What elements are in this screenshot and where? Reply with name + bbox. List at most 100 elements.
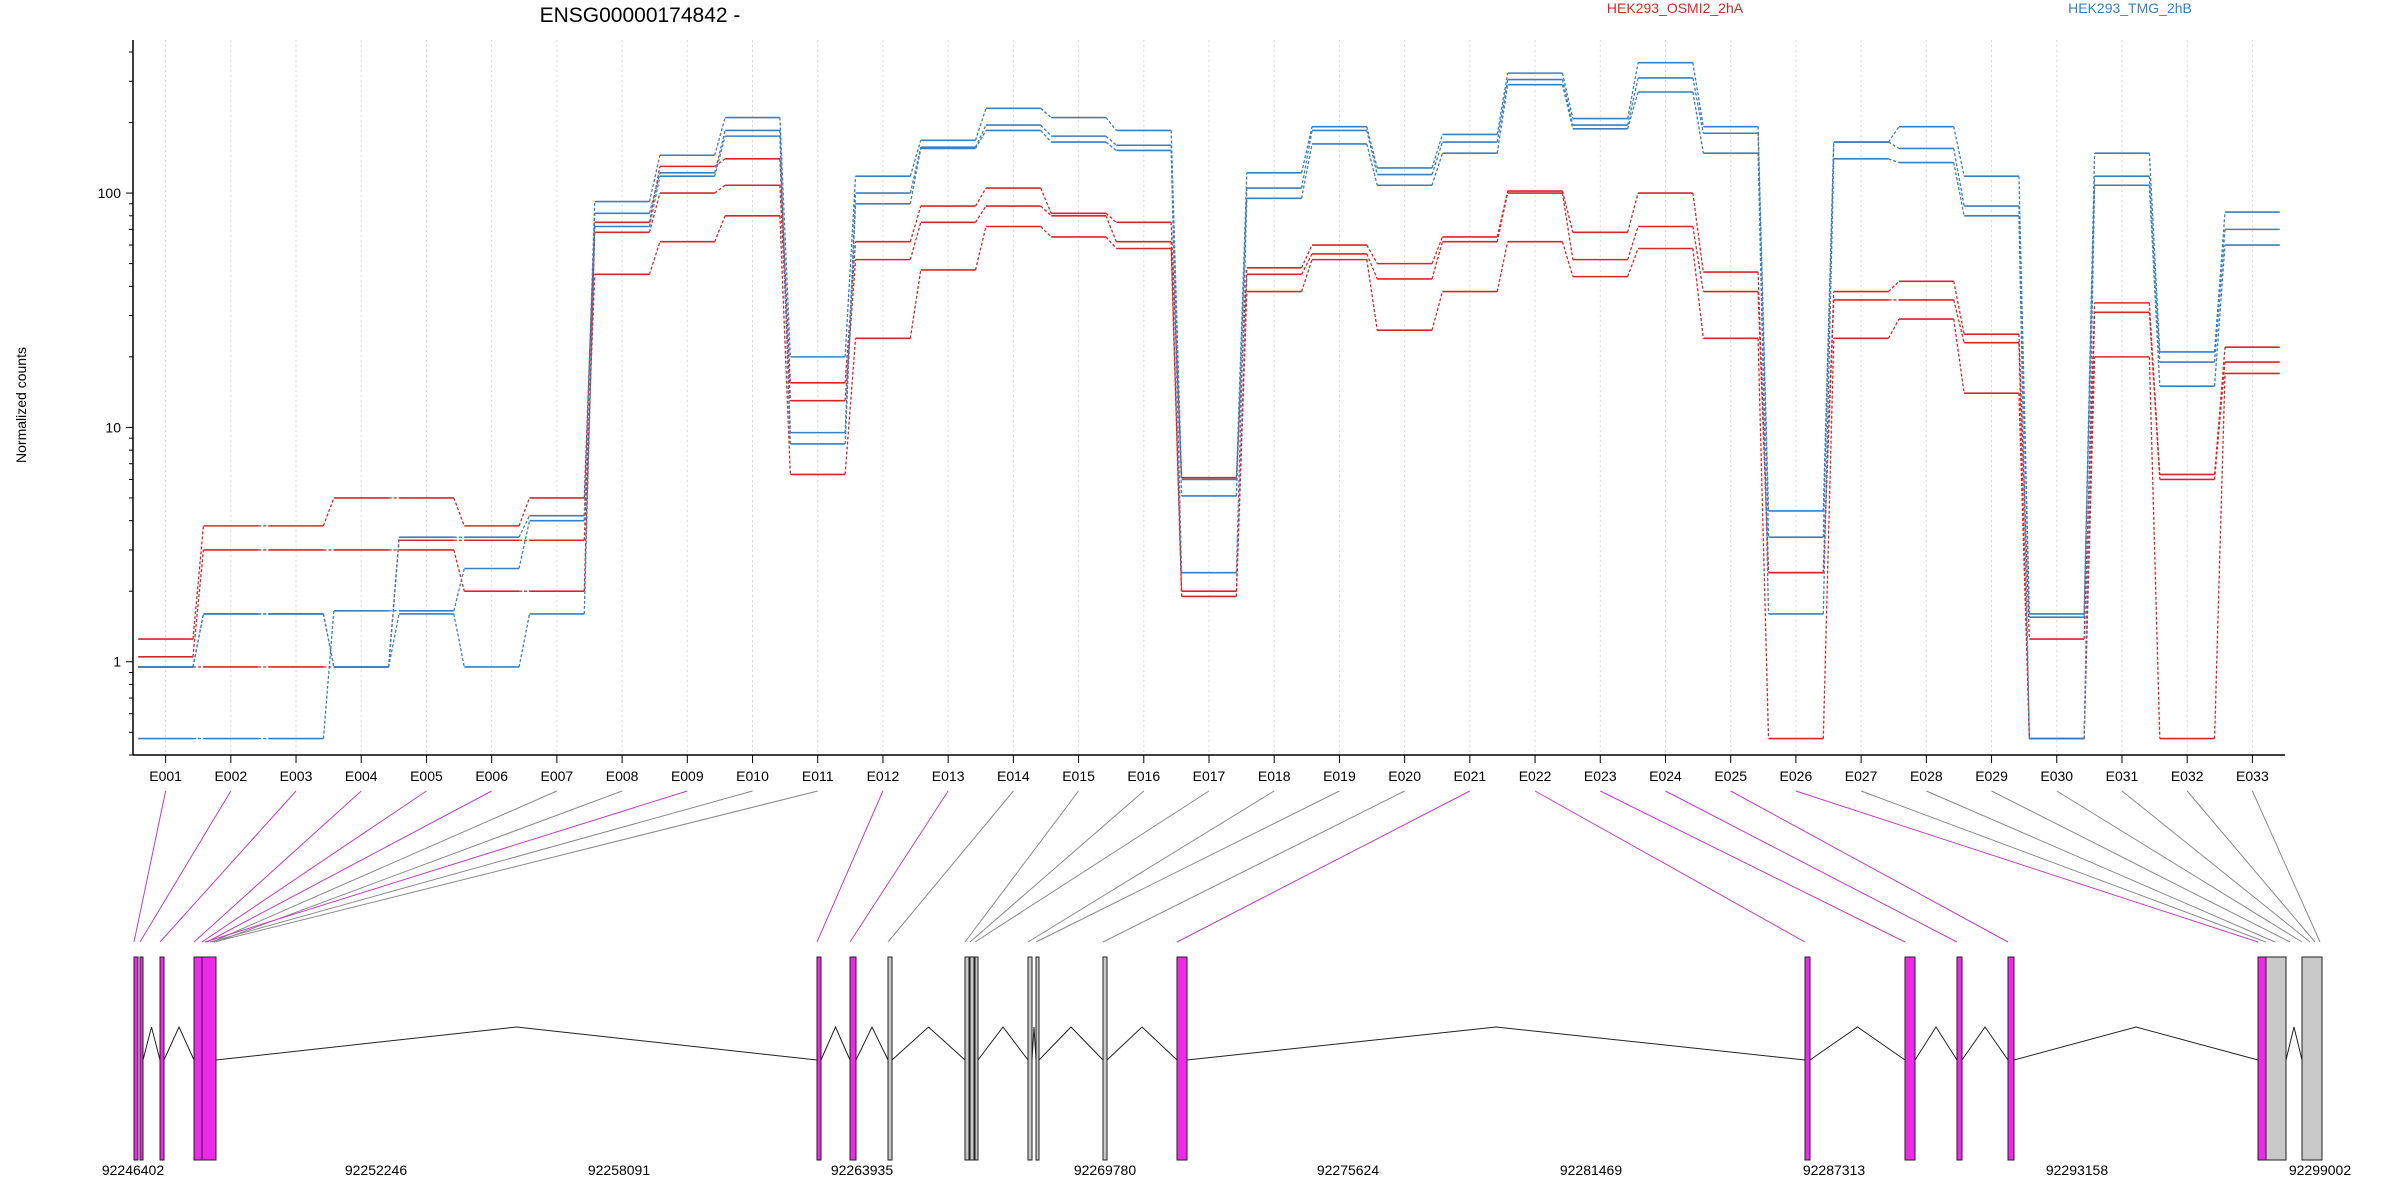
exon-link bbox=[2186, 790, 2316, 943]
series-connector bbox=[1822, 142, 1835, 538]
series-connector bbox=[2148, 356, 2161, 739]
x-tick-label: E002 bbox=[214, 768, 247, 784]
exon-link bbox=[969, 790, 1145, 943]
series-4 bbox=[138, 77, 2280, 740]
x-tick-label: E030 bbox=[2040, 768, 2073, 784]
legend-condition-b: HEK293_TMG_2hB bbox=[2068, 0, 2192, 16]
series-connector bbox=[1235, 198, 1248, 573]
series-connector bbox=[779, 215, 791, 475]
series-connector bbox=[1953, 148, 1965, 207]
series-connector bbox=[1105, 236, 1117, 249]
exon-link bbox=[849, 790, 949, 943]
x-tick-label: E009 bbox=[671, 768, 704, 784]
series-connector bbox=[909, 140, 922, 177]
series-connector bbox=[2018, 176, 2031, 614]
series-connector bbox=[2083, 356, 2096, 739]
series-connector bbox=[2213, 373, 2226, 739]
series-connector bbox=[1627, 226, 1639, 260]
series-connector bbox=[1366, 130, 1378, 175]
genomic-coordinate-label: 92263935 bbox=[831, 1162, 894, 1178]
series-connector bbox=[2148, 312, 2161, 480]
x-tick-label: E013 bbox=[932, 768, 965, 784]
intron bbox=[1914, 1026, 1958, 1061]
series-connector bbox=[1953, 299, 1965, 343]
series-connector bbox=[1757, 153, 1770, 614]
series-connector bbox=[1040, 107, 1052, 119]
x-tick-label: E007 bbox=[541, 768, 574, 784]
exon-block bbox=[2257, 956, 2267, 1161]
series-connector bbox=[453, 568, 465, 611]
series-connector bbox=[1366, 259, 1378, 331]
x-tick-label: E029 bbox=[1975, 768, 2008, 784]
series-connector bbox=[322, 610, 335, 739]
series-5 bbox=[138, 83, 2280, 740]
series-connector bbox=[387, 537, 400, 668]
exon-link bbox=[1926, 790, 2276, 943]
y-tick-label: 100 bbox=[98, 185, 122, 201]
exon-link bbox=[887, 790, 1014, 943]
series-connector bbox=[714, 184, 726, 194]
series-connector bbox=[2083, 185, 2096, 739]
series-connector bbox=[1300, 126, 1313, 173]
exon-block bbox=[133, 956, 139, 1161]
series-connector bbox=[1040, 205, 1052, 217]
series-connector bbox=[322, 497, 335, 527]
series-connector bbox=[1561, 84, 1574, 129]
intron bbox=[2013, 1026, 2259, 1061]
exon-link bbox=[1035, 790, 1340, 943]
series-connector bbox=[1040, 187, 1052, 214]
exon-link bbox=[213, 790, 818, 943]
x-tick-label: E026 bbox=[1780, 768, 1813, 784]
series-connector bbox=[1235, 291, 1248, 597]
series-connector bbox=[1757, 133, 1770, 538]
x-tick-label: E027 bbox=[1845, 768, 1878, 784]
exon-block bbox=[201, 956, 217, 1161]
series-connector bbox=[1627, 77, 1639, 126]
x-tick-label: E033 bbox=[2236, 768, 2269, 784]
x-tick-label: E024 bbox=[1649, 768, 1682, 784]
series-connector bbox=[583, 274, 596, 541]
series-connector bbox=[648, 172, 661, 214]
series-connector bbox=[1431, 134, 1444, 169]
exon-block bbox=[1102, 956, 1108, 1161]
intron bbox=[1186, 1026, 1806, 1061]
series-connector bbox=[192, 613, 205, 668]
series-connector bbox=[909, 147, 922, 194]
series-connector bbox=[1431, 141, 1444, 175]
exon-block bbox=[1027, 956, 1033, 1161]
series-connector bbox=[1496, 79, 1509, 143]
series-connector bbox=[1561, 192, 1574, 260]
series-connector bbox=[648, 166, 661, 223]
series-connector bbox=[518, 515, 531, 538]
series-connector bbox=[909, 222, 922, 260]
series-connector bbox=[974, 124, 987, 148]
legend-condition-a: HEK293_OSMI2_2hA bbox=[1607, 0, 1744, 16]
x-tick-label: E014 bbox=[997, 768, 1030, 784]
exon-link bbox=[1176, 790, 1471, 943]
intron bbox=[142, 1026, 161, 1061]
series-connector bbox=[453, 497, 465, 527]
series-connector bbox=[1496, 73, 1509, 135]
x-tick-label: E021 bbox=[1453, 768, 1486, 784]
series-connector bbox=[1692, 248, 1704, 339]
chart-title: ENSG00000174842 - bbox=[540, 4, 741, 27]
series-2 bbox=[138, 214, 2280, 740]
x-tick-label: E016 bbox=[1127, 768, 1160, 784]
series-connector bbox=[1105, 135, 1117, 146]
intron bbox=[820, 1025, 851, 1061]
series-connector bbox=[779, 136, 791, 444]
x-tick-label: E006 bbox=[475, 768, 508, 784]
series-connector bbox=[1561, 190, 1574, 233]
y-tick-label: 1 bbox=[113, 654, 121, 670]
genomic-coordinate-label: 92275624 bbox=[1317, 1162, 1380, 1178]
series-connector bbox=[1496, 190, 1509, 238]
series-connector bbox=[1431, 291, 1444, 331]
series-connector bbox=[1170, 150, 1183, 573]
series-connector bbox=[974, 108, 987, 141]
exon-link bbox=[1665, 790, 1958, 943]
series-connector bbox=[1822, 158, 1835, 614]
series-0 bbox=[138, 158, 2280, 640]
exon-link bbox=[211, 790, 558, 943]
series-connector bbox=[1561, 241, 1574, 277]
series-connector bbox=[714, 117, 726, 156]
